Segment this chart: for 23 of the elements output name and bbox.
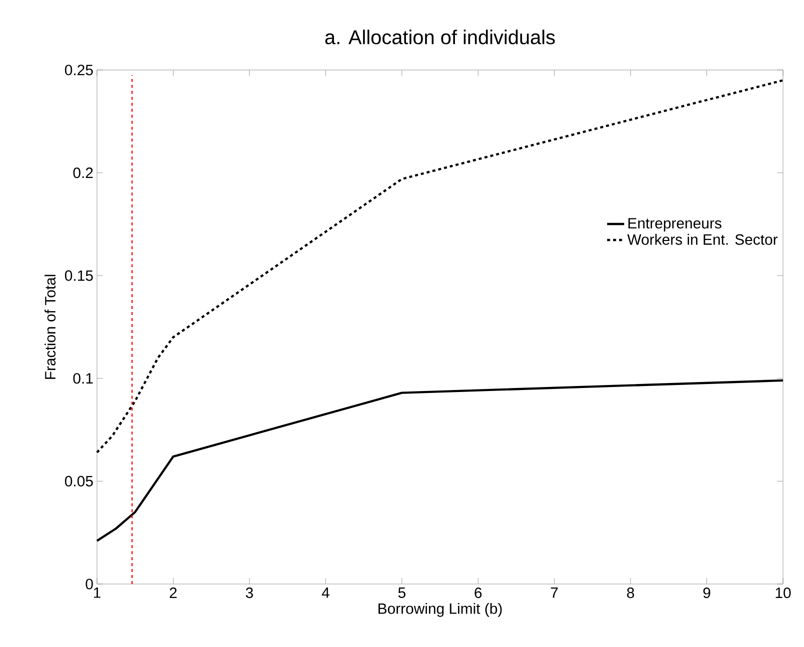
legend-label: Workers in Ent. Sector xyxy=(627,234,778,245)
x-tick-label: 3 xyxy=(246,588,253,598)
y-tick-label: 0.1 xyxy=(73,373,93,384)
y-tick-label: 0.05 xyxy=(64,476,93,486)
line-series xyxy=(96,79,784,454)
x-tick-label: 1 xyxy=(94,588,100,598)
x-tick-label: 10 xyxy=(776,588,791,598)
y-tick-label: 0.15 xyxy=(64,270,93,281)
x-tick-label: 6 xyxy=(474,588,482,598)
x-tick-label: 9 xyxy=(703,588,710,598)
x-tick-label: 8 xyxy=(627,588,634,598)
x-tick-label: 2 xyxy=(170,588,177,598)
legend-label: Entrepreneurs xyxy=(628,218,722,232)
x-tick-label: 5 xyxy=(398,588,406,598)
y-tick-label: 0 xyxy=(86,578,93,590)
line-series xyxy=(96,379,784,542)
x-axis-title: Borrowing Limit (b) xyxy=(378,602,502,617)
y-tick-label: 0.2 xyxy=(73,168,93,178)
chart-title: a. Allocation of individuals xyxy=(325,30,555,44)
x-tick-label: 7 xyxy=(550,588,558,598)
x-tick-label: 4 xyxy=(322,588,330,598)
y-axis-title: Fraction of Total xyxy=(44,274,56,379)
y-tick-label: 0.25 xyxy=(64,64,93,76)
